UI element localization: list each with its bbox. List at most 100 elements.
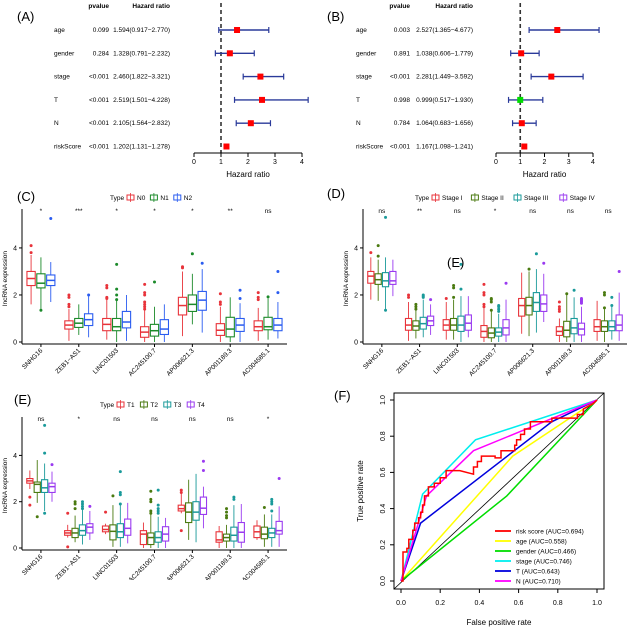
x-tick-label: ZEB1−AS1: [54, 347, 82, 375]
outlier-point: [118, 493, 122, 497]
outlier-point: [156, 488, 160, 492]
outlier-point: [43, 451, 47, 455]
outlier-point: [88, 504, 92, 508]
outlier-point: [73, 507, 77, 511]
outlier-point: [156, 509, 160, 513]
box: [275, 520, 283, 535]
y-tick-label: 4: [13, 453, 17, 460]
hazard-ratio-point: [234, 27, 241, 33]
outlier-point: [105, 284, 109, 288]
outlier-point: [557, 309, 561, 313]
outlier-point: [143, 305, 147, 309]
box: [225, 316, 235, 338]
outlier-point: [557, 307, 561, 311]
outlier-point: [602, 293, 606, 297]
significance-label: **: [417, 208, 423, 215]
outlier-point: [534, 252, 538, 256]
box: [615, 314, 623, 332]
outlier-point: [149, 511, 153, 515]
outlier-point: [149, 489, 153, 493]
outlier-point: [43, 511, 47, 515]
outlier-point: [105, 286, 109, 290]
y-axis-title: lncRNA expression: [2, 458, 9, 513]
hazard-ratio-point: [259, 96, 266, 103]
row-pvalue: <0.001: [89, 120, 109, 127]
outlier-point: [143, 282, 147, 286]
box: [563, 320, 571, 338]
legend-label: Stage IV: [570, 195, 596, 202]
outlier-point: [276, 291, 280, 295]
outlier-point: [104, 510, 108, 514]
outlier-point: [452, 286, 456, 290]
row-pvalue: <0.001: [89, 144, 109, 151]
legend-label: gender (AUC=0.466): [516, 549, 576, 556]
x-tick-label: LINC01503: [92, 347, 120, 375]
box: [116, 523, 124, 539]
x-axis-title: Hazard ratio: [226, 170, 270, 179]
significance-label: ns: [605, 208, 613, 215]
hazard-ratio-point: [257, 73, 264, 80]
outlier-point: [429, 298, 433, 302]
diagonal-reference-line: [393, 392, 605, 590]
box: [36, 273, 46, 289]
x-axis-title: Hazard ratio: [523, 170, 567, 179]
outlier-point: [232, 497, 236, 501]
legend-label: T3: [174, 402, 182, 409]
roc-curve-N: [400, 399, 598, 582]
box: [389, 270, 397, 285]
row-pvalue: 0.784: [394, 120, 411, 127]
x-tick-label: 0.0: [396, 600, 406, 607]
row-pvalue: 0.099: [93, 27, 110, 34]
outlier-point: [118, 490, 122, 494]
significance-label: ns: [37, 416, 45, 423]
x-tick-label: AP006621.3: [166, 347, 197, 378]
box: [260, 526, 269, 540]
row-name: stage: [356, 74, 372, 81]
row-hazard-ratio: 1.064(0.683−1.656): [416, 120, 473, 127]
legend-label: T (AUC=0.643): [516, 569, 560, 576]
panel-label: (F): [334, 388, 351, 403]
outlier-point: [49, 217, 53, 221]
x-axis-title: False positive rate: [467, 618, 532, 627]
outlier-point: [218, 300, 222, 304]
legend-label: N2: [184, 195, 193, 202]
roc-curve-risk-score: [401, 399, 598, 582]
box: [518, 297, 526, 317]
hazard-ratio-header: Hazard ratio: [132, 3, 170, 10]
outlier-point: [369, 251, 373, 255]
significance-label: ns: [529, 208, 537, 215]
box: [139, 530, 148, 546]
row-pvalue: 0.284: [93, 50, 110, 57]
outlier-point: [28, 495, 32, 499]
outlier-point: [610, 295, 614, 299]
outlier-point: [497, 305, 501, 309]
significance-label: *: [267, 416, 270, 423]
y-tick-label: 2: [13, 499, 17, 506]
box: [124, 518, 132, 536]
legend-label: N (AUC=0.710): [516, 579, 561, 586]
hazard-ratio-point: [554, 27, 561, 33]
outlier-point: [557, 305, 561, 309]
panel-label: (D): [327, 186, 345, 201]
legend-label: N0: [137, 195, 146, 202]
outlier-point: [407, 295, 411, 299]
x-tick-label: 0.4: [475, 600, 485, 607]
x-tick-label: 0.2: [435, 600, 445, 607]
outlier-point: [270, 500, 274, 504]
y-tick-label: 2: [354, 292, 358, 299]
outlier-point: [452, 284, 456, 288]
row-hazard-ratio: 2.519(1.501−4.228): [113, 97, 170, 104]
panel-label: (E): [14, 392, 31, 407]
outlier-point: [118, 470, 122, 474]
significance-label: ns: [227, 416, 235, 423]
significance-label: ns: [265, 208, 273, 215]
row-name: riskScore: [54, 144, 81, 151]
significance-label: ns: [378, 208, 386, 215]
outlier-point: [67, 293, 71, 297]
box: [109, 524, 117, 541]
hazard-ratio-point: [247, 120, 254, 127]
box: [192, 501, 200, 521]
significance-label: ns: [454, 208, 462, 215]
row-hazard-ratio: 2.105(1.564−2.832): [113, 120, 170, 127]
outlier-point: [73, 500, 77, 504]
